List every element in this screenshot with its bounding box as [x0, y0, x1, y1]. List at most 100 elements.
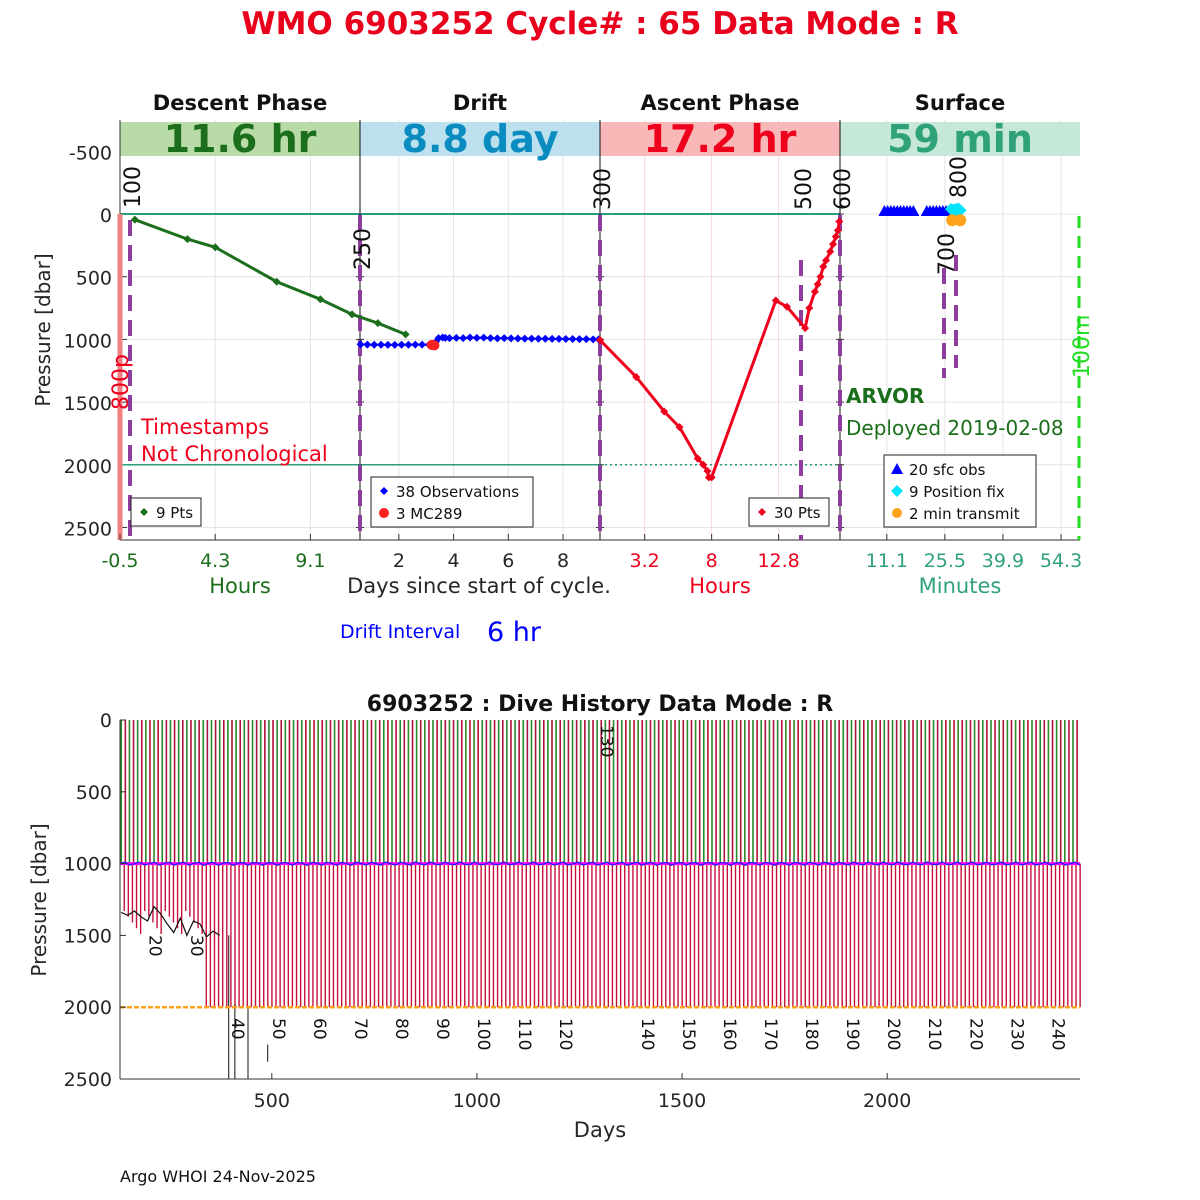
- x-tick-label: 11.1: [866, 550, 908, 572]
- history-y-tick-label: 0: [100, 710, 112, 732]
- annotation-line-2: Not Chronological: [141, 442, 328, 466]
- cycle-label: 220: [965, 1018, 985, 1050]
- drift-observation-point: [472, 333, 481, 342]
- history-x-tick-label: 1000: [453, 1090, 501, 1112]
- x-tick-label: 4.3: [200, 550, 230, 572]
- x-tick-label: 8: [557, 550, 569, 572]
- ascent-point: [707, 473, 716, 482]
- drift-legend: [370, 476, 534, 528]
- drift-observation-point: [479, 333, 488, 342]
- park-pressure-trace: [119, 861, 1081, 867]
- legend-marker: [758, 508, 766, 516]
- x-tick-label: -0.5: [101, 550, 138, 572]
- legend-marker: [891, 485, 903, 497]
- phase-duration: 17.2 hr: [644, 117, 797, 161]
- drift-observation-point: [561, 335, 570, 344]
- phase-band: [360, 122, 600, 156]
- footer-credit: Argo WHOI 24-Nov-2025: [120, 1167, 316, 1186]
- drift-observation-point: [452, 333, 461, 342]
- ascent-point: [831, 232, 840, 241]
- drift-observation-point: [513, 334, 522, 343]
- phase-duration: 8.8 day: [402, 117, 559, 161]
- ascent-point: [826, 247, 835, 256]
- legend-marker: [379, 508, 389, 518]
- legend-label: 9 Position fix: [909, 483, 1005, 501]
- history-x-tick-label: 1500: [658, 1090, 706, 1112]
- ascent-point: [703, 467, 712, 476]
- marker-label-600: 600: [831, 168, 856, 210]
- descent-point: [183, 235, 192, 244]
- marker-label-300: 300: [591, 168, 616, 210]
- drift-observation-point: [466, 333, 475, 342]
- transmit-point: [954, 214, 967, 227]
- history-x-tick-label: 2000: [863, 1090, 911, 1112]
- legend-marker: [891, 463, 903, 474]
- cycle-label: 230: [1006, 1018, 1026, 1050]
- ascent-point: [699, 460, 708, 469]
- marker-label-500: 500: [792, 168, 817, 210]
- x-tick-label: 25.5: [924, 550, 966, 572]
- descent-point: [401, 330, 410, 339]
- cycle-label: 20: [145, 935, 165, 957]
- cycle-label: 120: [555, 1018, 575, 1050]
- ascent-point: [833, 226, 842, 235]
- drift-observation-point: [554, 334, 563, 343]
- descent-point: [373, 319, 382, 328]
- ascent-point: [782, 302, 791, 311]
- ascent-point: [675, 423, 684, 432]
- drift-observation-point: [383, 340, 392, 349]
- x-tick-label: 2: [393, 550, 405, 572]
- descent-point: [272, 277, 281, 286]
- marker-label-800: 800: [947, 156, 972, 198]
- cycle-label: 190: [842, 1018, 862, 1050]
- cycle-label: 60: [309, 1018, 329, 1040]
- ascent-point: [813, 280, 822, 289]
- drift-observation-point: [589, 335, 598, 344]
- position-fix-point: [954, 204, 967, 217]
- drift-mc-point: [429, 340, 440, 351]
- surface-legend: [883, 454, 1037, 528]
- ascent-point: [805, 304, 814, 313]
- y-tick-label: 2500: [64, 518, 112, 540]
- x-unit-label: Hours: [209, 574, 271, 598]
- x-axis-label: Days since start of cycle.: [347, 574, 611, 598]
- ascent-point: [835, 217, 844, 226]
- drift-observation-point: [493, 334, 502, 343]
- ascent-point: [693, 454, 702, 463]
- phase-band: [840, 122, 1080, 156]
- cycle-label: 70: [350, 1018, 370, 1040]
- x-tick-label: 12.8: [757, 550, 799, 572]
- marker-label-800p: 800p: [109, 354, 134, 410]
- x-tick-label: 8: [706, 550, 718, 572]
- ascent-point: [596, 336, 604, 345]
- deployed-date: Deployed 2019-02-08: [846, 416, 1064, 440]
- drift-observation-point: [390, 340, 399, 349]
- legend-marker: [892, 508, 902, 518]
- ascent-point: [801, 324, 810, 333]
- cycle-label: 180: [801, 1018, 821, 1050]
- drift-observation-point: [500, 334, 509, 343]
- phase-title: Drift: [453, 91, 507, 115]
- y-tick-label: 0: [100, 205, 112, 227]
- phase-title: Surface: [915, 91, 1005, 115]
- cycle-label: 170: [760, 1018, 780, 1050]
- marker-label-250: 250: [351, 228, 376, 270]
- history-x-axis-label: Days: [574, 1118, 626, 1142]
- x-unit-label: Minutes: [919, 574, 1002, 598]
- ascent-point: [771, 296, 780, 305]
- drift-observation-point: [434, 334, 443, 343]
- annotation-line-1: Timestamps: [140, 415, 269, 439]
- cycle-label: 160: [719, 1018, 739, 1050]
- cycle-label: 110: [514, 1018, 534, 1050]
- drift-observation-point: [411, 340, 420, 349]
- page-title: WMO 6903252 Cycle# : 65 Data Mode : R: [241, 6, 958, 42]
- cycle-label: 210: [924, 1018, 944, 1050]
- x-tick-label: 39.9: [982, 550, 1024, 572]
- legend-label: 30 Pts: [774, 504, 821, 522]
- y-tick-label: 1500: [64, 393, 112, 415]
- ascent-point: [829, 240, 838, 249]
- drift-observation-point: [548, 334, 557, 343]
- ascent-point: [810, 287, 819, 296]
- drift-observation-point: [575, 335, 584, 344]
